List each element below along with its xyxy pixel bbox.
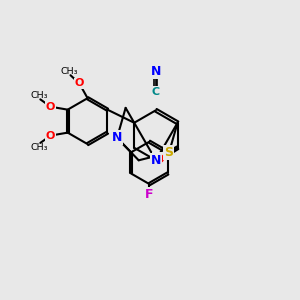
Text: C: C <box>152 87 160 97</box>
Text: CH₃: CH₃ <box>61 67 78 76</box>
Text: CH₃: CH₃ <box>30 91 48 100</box>
Text: F: F <box>145 188 154 201</box>
Text: N: N <box>151 65 161 79</box>
Text: O: O <box>75 79 84 88</box>
Text: CH₃: CH₃ <box>30 142 48 152</box>
Text: O: O <box>46 102 55 112</box>
Text: N: N <box>112 131 122 144</box>
Text: N: N <box>151 154 161 167</box>
Text: O: O <box>153 153 164 166</box>
Text: S: S <box>164 146 173 159</box>
Text: O: O <box>46 130 55 141</box>
